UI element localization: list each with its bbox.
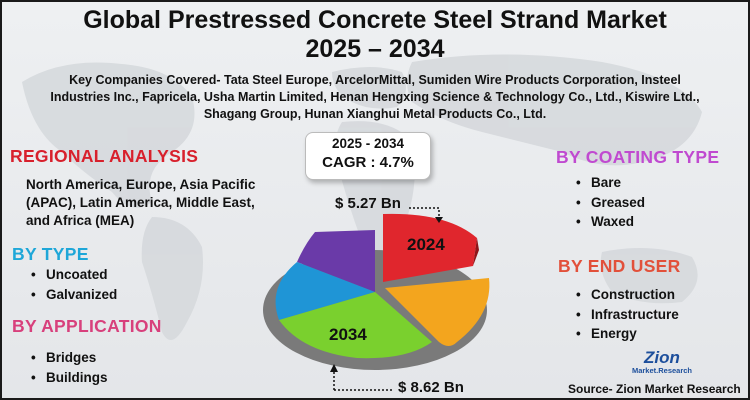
start-value-arrow xyxy=(409,207,443,223)
by-end-user-list: Construction Infrastructure Energy xyxy=(575,285,679,344)
list-item: Bare xyxy=(575,173,645,193)
cagr-box: 2025 - 2034 CAGR : 4.7% xyxy=(305,132,431,180)
end-value-label: $ 8.62 Bn xyxy=(398,379,464,396)
pie-label-2024: 2024 xyxy=(407,235,445,254)
pie-slice-red xyxy=(383,213,477,282)
list-item: Construction xyxy=(575,285,679,305)
logo-sub-text: Market.Research xyxy=(631,366,693,375)
key-companies-text: Key Companies Covered- Tata Steel Europe… xyxy=(50,73,700,121)
list-item: Greased xyxy=(575,193,645,213)
list-item: Bridges xyxy=(30,348,108,368)
by-type-list: Uncoated Galvanized xyxy=(30,265,117,304)
cagr-value: CAGR : 4.7% xyxy=(322,154,414,171)
title-line-2: 2025 – 2034 xyxy=(305,35,445,63)
title-line-1: Global Prestressed Concrete Steel Strand… xyxy=(83,6,667,34)
pie-slice-purple xyxy=(297,230,375,292)
by-end-user-heading: BY END USER xyxy=(558,256,681,276)
pie-label-2034: 2034 xyxy=(329,325,367,344)
pie-slice-orange xyxy=(385,278,490,346)
list-item: Galvanized xyxy=(30,285,117,305)
list-item: Energy xyxy=(575,324,679,344)
cagr-period: 2025 - 2034 xyxy=(331,136,405,151)
market-pie-chart: 2024 2034 xyxy=(263,213,490,370)
list-item: Infrastructure xyxy=(575,305,679,325)
pie-slice-green xyxy=(279,292,432,359)
pie-slice-red-side xyxy=(473,238,479,266)
pie-slice-blue xyxy=(275,262,375,320)
end-value-arrow xyxy=(330,364,394,391)
start-value-label: $ 5.27 Bn xyxy=(335,195,401,212)
zion-logo: Zion Market.Research xyxy=(630,349,694,379)
regional-analysis-heading: REGIONAL ANALYSIS xyxy=(10,146,199,166)
source-text: Source- Zion Market Research xyxy=(568,382,741,396)
list-item: Uncoated xyxy=(30,265,117,285)
list-item: Buildings xyxy=(30,368,108,388)
by-application-heading: BY APPLICATION xyxy=(12,316,162,336)
page-title: Global Prestressed Concrete Steel Strand… xyxy=(2,6,748,64)
by-coating-type-list: Bare Greased Waxed xyxy=(575,173,645,232)
logo-main-text: Zion xyxy=(644,348,680,367)
by-application-list: Bridges Buildings xyxy=(30,348,108,387)
regional-analysis-text: North America, Europe, Asia Pacific (APA… xyxy=(26,177,256,228)
by-type-heading: BY TYPE xyxy=(12,244,89,264)
by-coating-type-heading: BY COATING TYPE xyxy=(556,147,720,167)
list-item: Waxed xyxy=(575,212,645,232)
